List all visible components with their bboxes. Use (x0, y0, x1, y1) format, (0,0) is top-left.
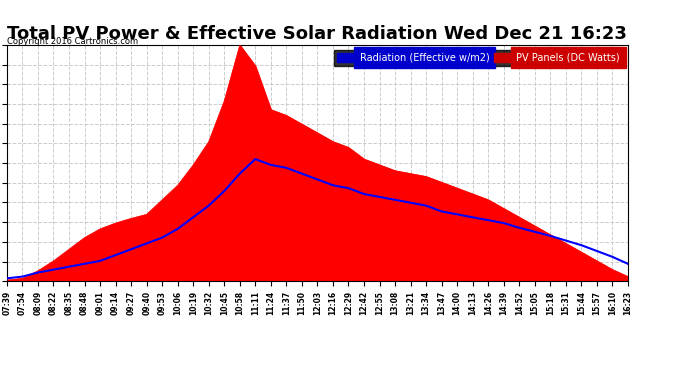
Title: Total PV Power & Effective Solar Radiation Wed Dec 21 16:23: Total PV Power & Effective Solar Radiati… (8, 26, 627, 44)
Text: Copyright 2016 Cartronics.com: Copyright 2016 Cartronics.com (7, 38, 138, 46)
Legend: Radiation (Effective w/m2), PV Panels (DC Watts): Radiation (Effective w/m2), PV Panels (D… (334, 50, 623, 66)
